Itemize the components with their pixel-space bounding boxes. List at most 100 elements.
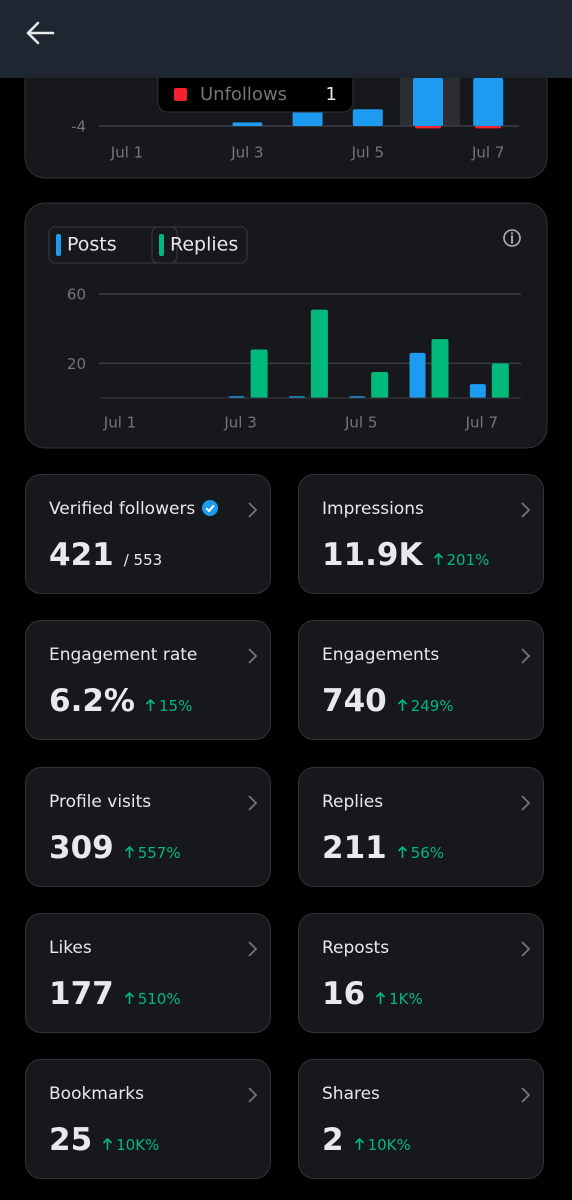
stat-value-row: 11.9K 201% xyxy=(322,537,489,573)
bar xyxy=(415,126,441,129)
stat-label: Shares xyxy=(322,1084,380,1104)
y-tick-label: -4 xyxy=(71,118,86,136)
back-button[interactable] xyxy=(0,0,60,78)
stat-value-row: 25 10K% xyxy=(49,1122,159,1158)
stat-label-text: Engagement rate xyxy=(49,645,198,666)
chevron xyxy=(521,648,531,664)
up-arrow xyxy=(124,991,134,1004)
stat-label-text: Bookmarks xyxy=(49,1084,144,1105)
stat-card[interactable]: Reposts 16 1K% xyxy=(298,912,544,1033)
x-tick-label: Jul 3 xyxy=(230,144,263,162)
stat-change: 10K% xyxy=(354,1136,411,1154)
stat-card[interactable]: Verified followers 421 / 553 xyxy=(25,474,271,594)
stat-value: 177 xyxy=(49,975,114,1012)
stat-value: 6.2% xyxy=(49,683,135,720)
stat-value: 11.9K xyxy=(322,537,423,573)
stat-label-text: Replies xyxy=(322,791,384,812)
chevron xyxy=(248,1087,258,1103)
stat-change: 510% xyxy=(124,990,181,1008)
stat-card[interactable]: Replies 211 56% xyxy=(298,766,544,887)
bar xyxy=(232,122,263,126)
verified-badge xyxy=(202,500,219,516)
chevron xyxy=(521,502,531,518)
stat-label: Profile visits xyxy=(49,792,151,812)
stat-change-value: 56% xyxy=(410,843,445,862)
stat-card[interactable]: Bookmarks 25 10K% xyxy=(25,1059,271,1180)
stat-value-row: 6.2% 15% xyxy=(49,683,192,719)
stat-change: 249% xyxy=(397,697,454,715)
stat-value-row: 421 / 553 xyxy=(49,537,162,573)
stat-label-text: Likes xyxy=(49,937,92,958)
stat-change-value: 201% xyxy=(446,551,490,569)
stat-label: Verified followers xyxy=(49,499,221,519)
stat-label: Engagements xyxy=(322,645,439,665)
stat-value: 740 xyxy=(322,683,387,720)
chevron xyxy=(248,502,258,518)
stat-card[interactable]: Engagement rate 6.2% 15% xyxy=(25,620,271,741)
stat-value-row: 740 249% xyxy=(322,683,454,719)
stat-label-text: Engagements xyxy=(322,645,440,666)
stat-card[interactable]: Impressions 11.9K 201% xyxy=(298,474,544,594)
stat-value-row: 211 56% xyxy=(322,830,444,866)
stat-label: Replies xyxy=(322,792,383,812)
x-tick-label: Jul 1 xyxy=(110,144,143,162)
info-icon[interactable] xyxy=(503,229,521,247)
bar xyxy=(250,349,268,398)
x-tick-label: Jul 3 xyxy=(223,414,256,432)
bar xyxy=(310,309,328,398)
stat-change-value: 10K% xyxy=(367,1136,411,1155)
stat-label-text: Verified followers xyxy=(49,499,196,519)
x-tick-label: Jul 7 xyxy=(465,414,498,432)
bar xyxy=(473,78,504,126)
stat-value: 421 xyxy=(49,537,114,573)
stat-change: 56% xyxy=(397,844,444,862)
bar xyxy=(292,111,323,126)
up-arrow xyxy=(145,699,156,712)
chevron xyxy=(248,648,258,664)
up-arrow xyxy=(376,991,386,1004)
bar xyxy=(491,363,509,398)
bar xyxy=(431,339,449,398)
stat-label-text: Impressions xyxy=(322,499,424,519)
tooltip-label: Unfollows xyxy=(200,84,287,105)
chevron xyxy=(248,794,258,811)
stat-value-row: 309 557% xyxy=(49,830,181,866)
stat-card[interactable]: Profile visits 309 557% xyxy=(25,766,271,887)
chevron xyxy=(521,1087,531,1103)
stat-value: 16 xyxy=(322,975,366,1012)
up-arrow xyxy=(433,552,443,565)
stat-value: 309 xyxy=(49,829,114,866)
stat-change-value: 510% xyxy=(137,989,181,1008)
stat-change-value: 10K% xyxy=(116,1136,160,1155)
legend-swatch xyxy=(159,234,164,256)
bar xyxy=(409,352,426,398)
bar xyxy=(352,109,383,126)
stat-total: / 553 xyxy=(123,551,163,569)
stat-value-row: 177 510% xyxy=(49,976,181,1012)
chevron xyxy=(248,941,258,957)
stat-card[interactable]: Likes 177 510% xyxy=(25,912,271,1033)
stat-label-text: Profile visits xyxy=(49,791,152,812)
y-tick-label: 20 xyxy=(67,355,86,373)
stat-label: Impressions xyxy=(322,499,424,519)
chevron xyxy=(521,941,531,957)
x-tick-label: Jul 7 xyxy=(471,144,504,162)
stat-change: 15% xyxy=(145,697,192,715)
stat-label: Engagement rate xyxy=(49,645,197,665)
stat-change-value: 249% xyxy=(410,697,454,716)
legend-label: Replies xyxy=(170,234,238,256)
legend-chip xyxy=(48,226,178,264)
stat-change-value: 557% xyxy=(137,843,181,862)
stat-change-value: 15% xyxy=(158,697,193,716)
x-tick-label: Jul 5 xyxy=(344,414,377,432)
up-arrow xyxy=(103,1138,113,1151)
stat-card[interactable]: Engagements 740 249% xyxy=(298,620,544,741)
legend-chip xyxy=(151,226,248,264)
tooltip-swatch xyxy=(174,88,187,101)
stat-card[interactable]: Shares 2 10K% xyxy=(298,1059,544,1180)
stat-change-value: 1K% xyxy=(389,989,423,1008)
header xyxy=(0,0,572,78)
stat-value: 2 xyxy=(322,1122,344,1159)
stat-value-row: 16 1K% xyxy=(322,976,423,1012)
